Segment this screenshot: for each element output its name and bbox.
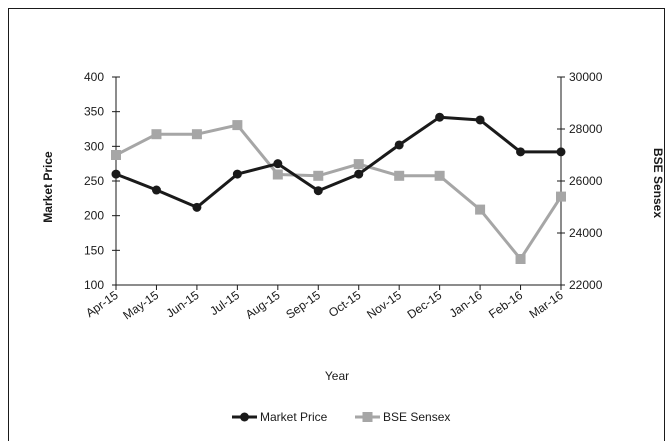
x-tick-label: Feb-16 xyxy=(486,288,525,321)
right-y-axis: 22000 24000 26000 28000 30000 xyxy=(557,70,603,292)
right-axis-title: BSE Sensex xyxy=(651,148,665,218)
legend-market-price-marker xyxy=(240,412,249,422)
x-tick-label: Mar-16 xyxy=(527,288,566,321)
x-tick-label: Jul-15 xyxy=(207,288,242,318)
point-bse-sensex xyxy=(111,150,121,160)
point-market-price xyxy=(394,140,404,150)
x-tick-label: Jan-16 xyxy=(447,288,485,321)
x-tick-label: Nov-15 xyxy=(364,288,404,322)
legend-bse-sensex-label: BSE Sensex xyxy=(383,410,450,424)
chart-frame xyxy=(8,8,665,441)
left-tick-label: 300 xyxy=(84,139,104,153)
point-market-price xyxy=(232,169,242,179)
left-tick-label: 200 xyxy=(84,209,104,223)
point-bse-sensex xyxy=(272,169,283,180)
x-tick-label: Sep-15 xyxy=(283,288,323,322)
x-tick-label: Aug-15 xyxy=(243,288,283,322)
point-market-price xyxy=(273,159,283,169)
point-market-price xyxy=(516,147,526,157)
legend: Market Price BSE Sensex xyxy=(232,410,450,424)
x-tick-label: Apr-15 xyxy=(83,288,121,320)
left-tick-label: 100 xyxy=(84,278,104,292)
point-market-price xyxy=(111,169,121,179)
point-market-price xyxy=(475,115,485,125)
series-layer xyxy=(111,112,566,264)
right-tick-label: 28000 xyxy=(569,122,603,136)
legend-market-price-label: Market Price xyxy=(260,410,328,424)
point-bse-sensex xyxy=(434,170,445,181)
series-line-market-price xyxy=(115,115,561,209)
left-tick-label: 400 xyxy=(84,70,104,84)
point-market-price xyxy=(435,112,445,122)
left-tick-label: 350 xyxy=(84,105,104,119)
x-axis-title: Year xyxy=(325,369,349,383)
legend-bse-sensex-marker xyxy=(362,412,373,422)
point-bse-sensex xyxy=(556,191,566,202)
point-bse-sensex xyxy=(313,170,324,181)
left-tick-label: 250 xyxy=(84,174,104,188)
point-bse-sensex xyxy=(232,120,243,131)
left-axis-title: Market Price xyxy=(41,151,55,223)
series-line-bse-sensex xyxy=(115,123,563,261)
right-tick-label: 30000 xyxy=(569,70,603,84)
x-axis: Apr-15 May-15 Jun-15 Jul-15 Aug-15 Sep-15 Oct-… xyxy=(83,284,566,323)
point-market-price xyxy=(192,202,202,212)
right-tick-label: 26000 xyxy=(569,174,603,188)
left-tick-label: 150 xyxy=(84,243,104,257)
x-tick-label: Dec-15 xyxy=(405,288,445,322)
right-tick-label: 24000 xyxy=(569,226,603,240)
x-tick-label: May-15 xyxy=(120,288,161,323)
point-bse-sensex xyxy=(394,170,405,181)
right-tick-label: 22000 xyxy=(569,278,603,292)
point-bse-sensex xyxy=(353,159,364,170)
point-bse-sensex xyxy=(191,129,202,140)
left-y-axis: 100 150 200 250 300 350 400 xyxy=(84,70,120,292)
x-tick-label: Oct-15 xyxy=(326,288,364,320)
point-market-price xyxy=(151,185,161,195)
x-tick-label: Jun-15 xyxy=(164,288,202,321)
point-market-price xyxy=(313,186,323,196)
point-bse-sensex xyxy=(515,254,526,264)
point-bse-sensex xyxy=(151,129,162,140)
point-market-price xyxy=(556,147,566,157)
point-market-price xyxy=(354,169,364,179)
point-bse-sensex xyxy=(475,204,486,215)
